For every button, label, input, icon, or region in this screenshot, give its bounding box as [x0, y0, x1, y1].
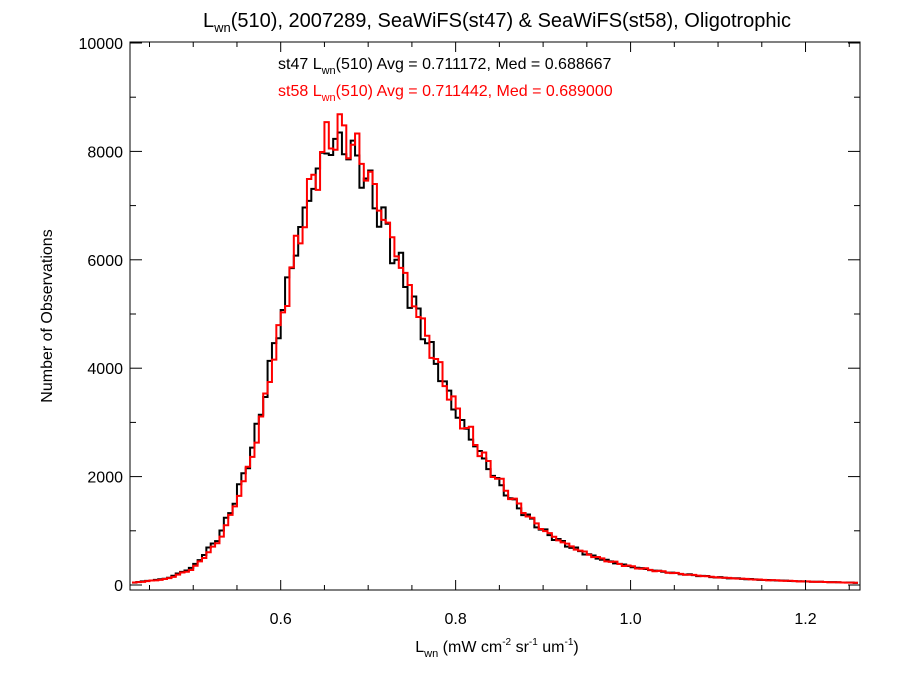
- series-st58-line: [132, 113, 858, 584]
- y-tick-label: 10000: [79, 36, 124, 53]
- y-tick-label: 0: [114, 578, 123, 595]
- x-tick-label: 1.2: [794, 611, 816, 628]
- y-tick-label: 6000: [87, 253, 123, 270]
- y-axis-ticks: 0 2000 4000 6000 8000 10000: [79, 36, 860, 595]
- x-axis-label: Lwn (mW cm-2 sr-1 um-1): [415, 637, 578, 660]
- x-tick-label: 1.0: [619, 611, 641, 628]
- y-axis-label: Number of Observations: [39, 229, 56, 402]
- annotation-st47: st47 Lwn(510) Avg = 0.711172, Med = 0.68…: [278, 56, 612, 77]
- plot-frame: [129, 41, 861, 591]
- series-st47-line: [132, 131, 858, 584]
- x-tick-label: 0.6: [270, 611, 292, 628]
- chart-title: Lwn(510), 2007289, SeaWiFS(st47) & SeaWi…: [203, 10, 791, 35]
- y-tick-label: 2000: [87, 470, 123, 487]
- x-axis-ticks: 0.6 0.8 1.0 1.2: [148, 42, 850, 628]
- x-tick-label: 0.8: [445, 611, 467, 628]
- series-layer: [132, 113, 858, 584]
- y-tick-label: 8000: [87, 144, 123, 161]
- annotation-st58: st58 Lwn(510) Avg = 0.711442, Med = 0.68…: [278, 83, 613, 104]
- y-tick-label: 4000: [87, 361, 123, 378]
